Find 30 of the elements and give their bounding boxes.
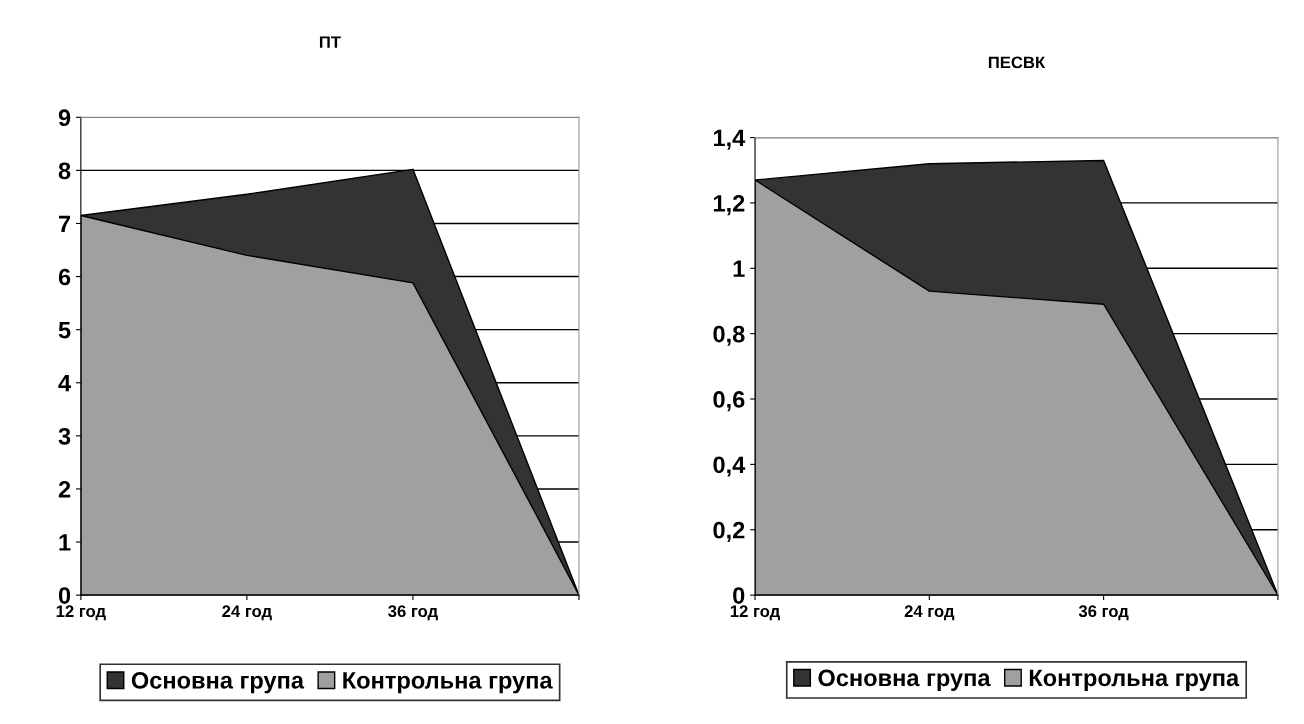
y-tick-label: 1 <box>733 260 745 277</box>
y-tick-label: 0,2 <box>713 521 745 542</box>
y-tick-label: 0,8 <box>713 325 745 346</box>
x-tick-label: 24 год <box>904 605 955 621</box>
y-tick-label: 0 <box>733 587 745 604</box>
y-tick-label: 1,4 <box>713 129 746 150</box>
y-tick-label: 9 <box>58 109 71 127</box>
x-tick-label: 12 год <box>56 605 106 621</box>
y-tick-label: 8 <box>58 162 71 180</box>
y-tick-label: 1,2 <box>713 194 745 216</box>
y-tick-label: 6 <box>58 268 71 286</box>
legend-label: Основна група <box>818 669 991 691</box>
y-tick-label: 5 <box>58 321 71 339</box>
y-tick-label: 0,4 <box>713 456 746 477</box>
legend-label: Контрольна група <box>343 672 553 694</box>
y-tick-label: 2 <box>58 481 71 498</box>
y-tick-label: 0 <box>58 587 71 604</box>
legend-label: Контрольна група <box>1029 669 1240 691</box>
y-tick-label: 1 <box>59 534 71 551</box>
x-tick-label: 24 год <box>222 605 272 621</box>
x-tick-label: 36 год <box>388 605 438 621</box>
legend-label: Основна група <box>131 671 305 694</box>
y-tick-label: 3 <box>58 427 71 445</box>
chart-title: ПЕСВК <box>988 56 1046 69</box>
y-tick-label: 4 <box>58 375 71 392</box>
x-tick-label: 12 год <box>730 605 780 621</box>
y-tick-label: 0,6 <box>713 391 745 412</box>
y-tick-label: 7 <box>59 215 71 233</box>
x-tick-label: 36 год <box>1078 605 1129 621</box>
chart-title: ПТ <box>319 36 341 48</box>
